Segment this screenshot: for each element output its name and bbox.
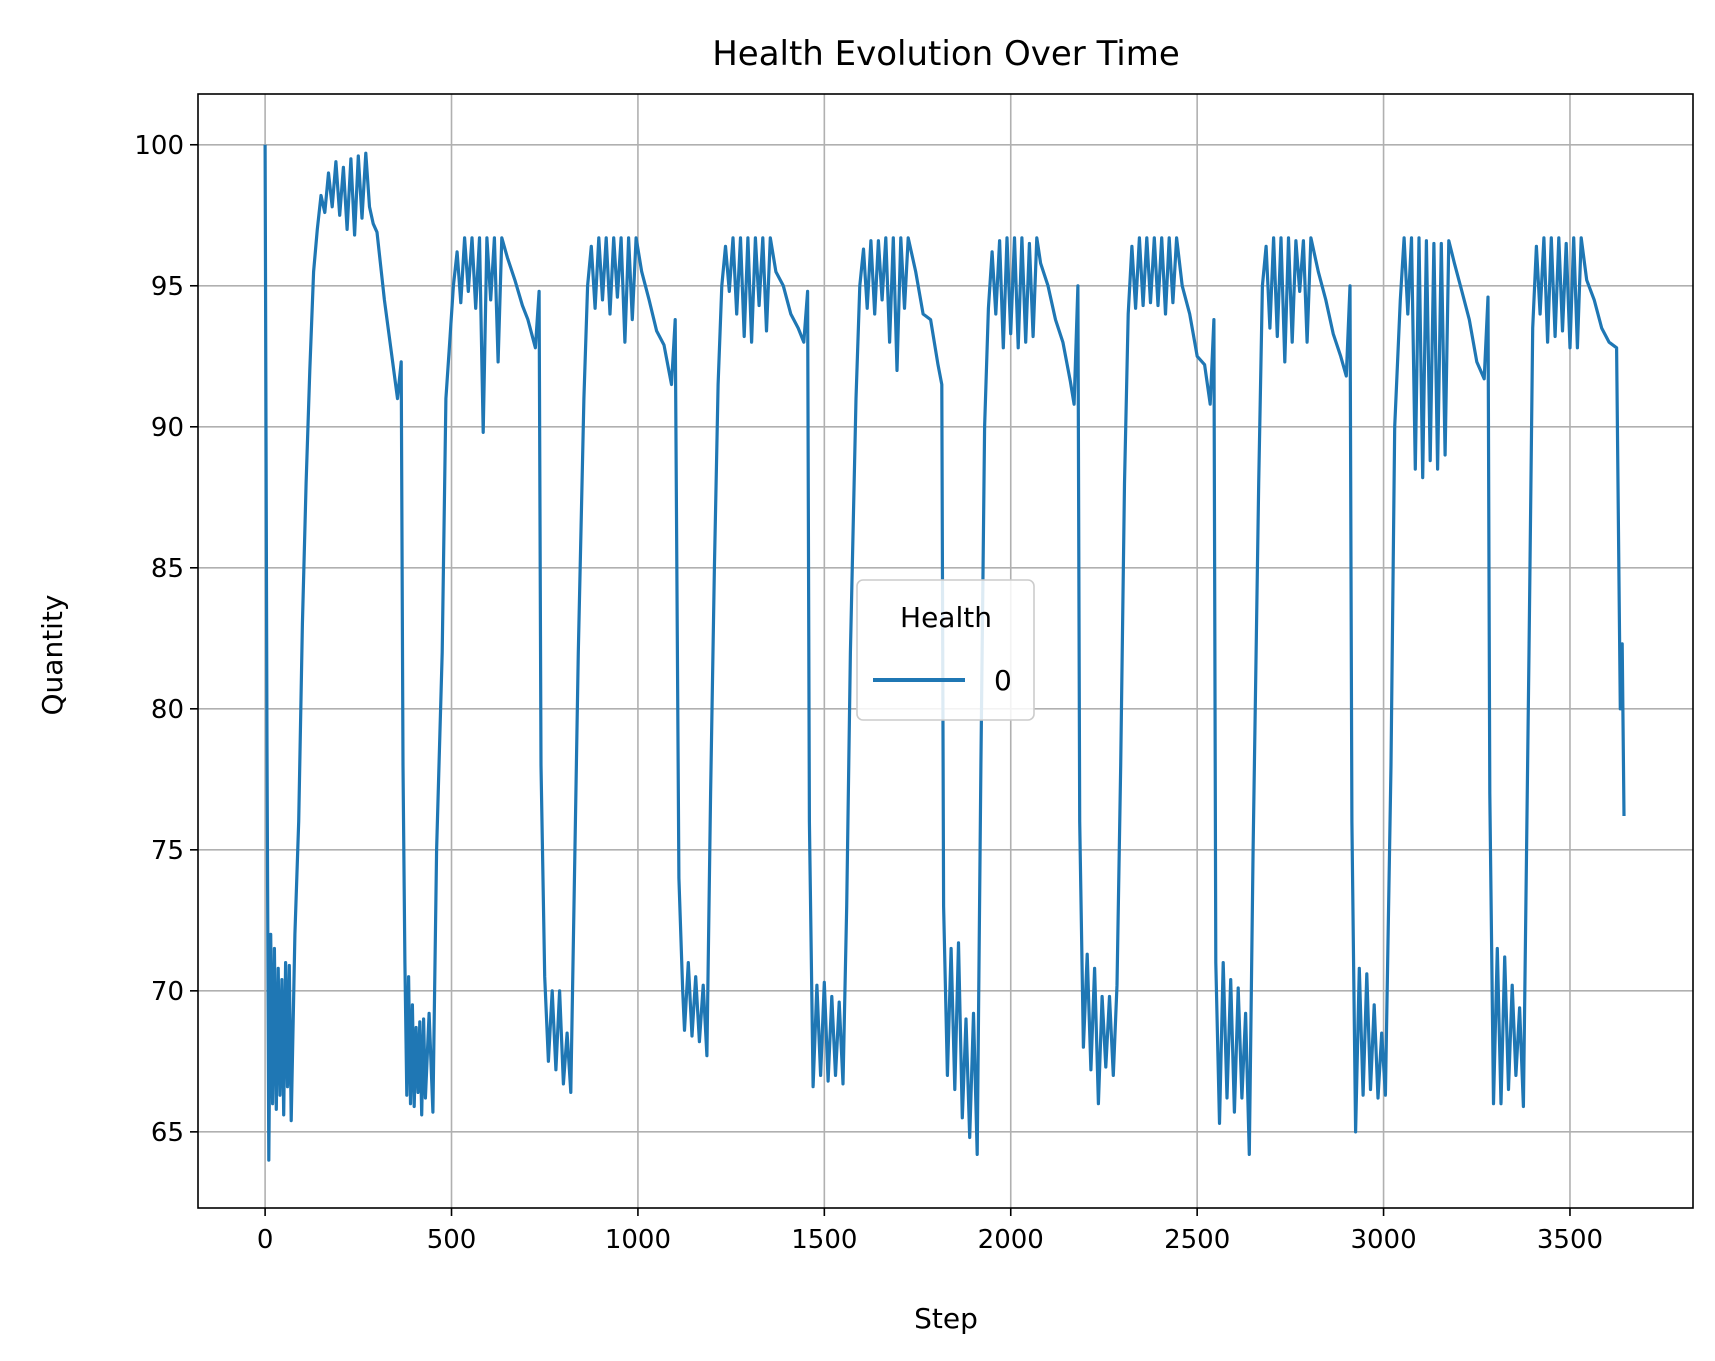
y-tick-label: 90 [151,413,184,443]
x-axis-ticks: 0 500 1000 1500 2000 2500 3000 3500 [257,1208,1603,1255]
y-tick-label: 80 [151,695,184,725]
series-line-0 [263,144,1626,1162]
x-tick-label: 2000 [978,1225,1044,1255]
y-tick-label: 65 [151,1118,184,1148]
x-axis-label: Step [914,1302,978,1335]
x-tick-label: 3500 [1537,1225,1603,1255]
chart-title: Health Evolution Over Time [712,34,1180,74]
series-layer [263,144,1626,1162]
x-tick-label: 3000 [1350,1225,1416,1255]
x-tick-label: 0 [257,1225,274,1255]
x-tick-label: 2500 [1164,1225,1230,1255]
y-tick-label: 85 [151,554,184,584]
x-tick-label: 1500 [791,1225,857,1255]
y-axis-ticks: 65 70 75 80 85 90 95 100 [134,131,198,1148]
y-tick-label: 70 [151,977,184,1007]
legend-title: Health [900,601,992,634]
legend-box [856,579,1035,721]
legend: Health 0 [856,579,1035,721]
legend-entry-label: 0 [994,664,1012,697]
y-tick-label: 100 [134,131,184,161]
y-tick-label: 75 [151,836,184,866]
y-axis-label: Quantity [36,595,69,716]
y-tick-label: 95 [151,272,184,302]
x-tick-label: 1000 [605,1225,671,1255]
x-tick-label: 500 [427,1225,477,1255]
plot-area-frame [197,93,1694,1209]
